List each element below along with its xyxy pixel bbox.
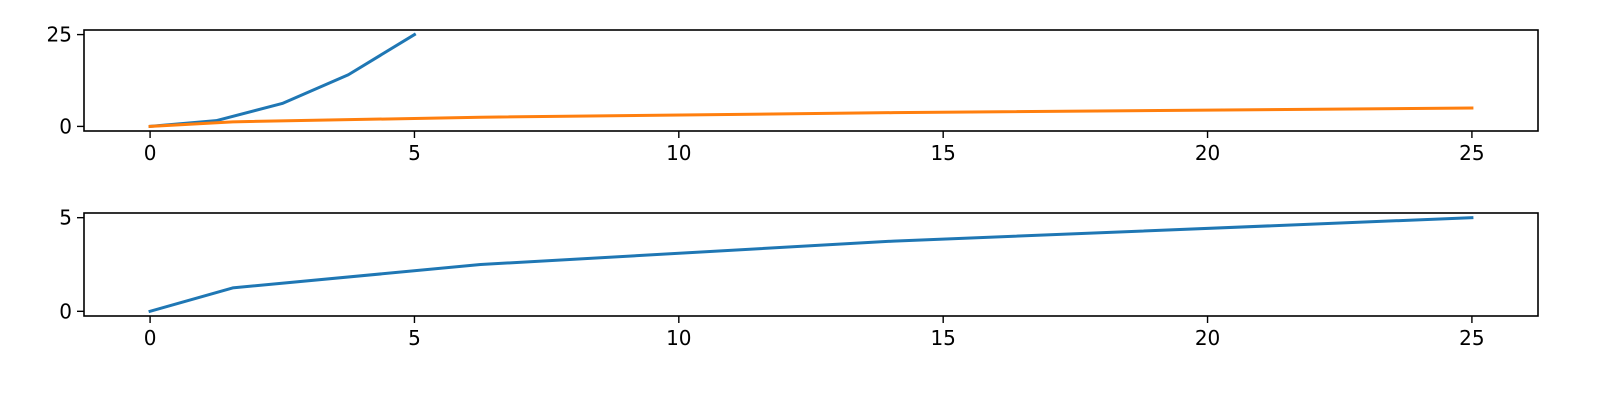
y-tick-label: 0: [59, 114, 72, 138]
x-tick-label: 5: [408, 141, 421, 165]
x-tick-label: 15: [930, 326, 955, 350]
y-tick-label: 0: [59, 299, 72, 323]
axes-frame: [83, 212, 1539, 317]
subplot-bottom: 0 5 10 15 20 25 0 5: [59, 206, 1539, 350]
y-tick-label: 25: [47, 23, 72, 47]
series-line-1: [148, 32, 417, 129]
x-tick-label: 0: [144, 326, 157, 350]
x-tick-label: 5: [408, 326, 421, 350]
y-tick-label: 5: [59, 206, 72, 230]
subplot-top: 0 5 10 15 20 25 0 25: [47, 23, 1539, 165]
x-tick-label: 20: [1195, 141, 1220, 165]
x-tick-label: 0: [144, 141, 157, 165]
x-tick-label: 20: [1195, 326, 1220, 350]
x-tick-label: 10: [666, 141, 691, 165]
x-tick-label: 25: [1459, 141, 1484, 165]
series-line-1: [148, 216, 1474, 314]
x-tick-label: 10: [666, 326, 691, 350]
series-line-2: [148, 106, 1474, 128]
axes-frame: [83, 29, 1539, 132]
x-tick-label: 25: [1459, 326, 1484, 350]
x-tick-label: 15: [930, 141, 955, 165]
